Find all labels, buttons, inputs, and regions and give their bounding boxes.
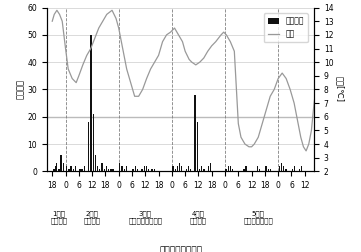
Bar bbox=[245, 166, 247, 171]
Bar bbox=[195, 95, 196, 171]
Bar bbox=[90, 35, 92, 171]
Bar bbox=[148, 169, 149, 171]
Bar bbox=[84, 166, 85, 171]
Bar bbox=[188, 166, 189, 171]
Bar bbox=[279, 166, 280, 171]
Bar bbox=[301, 166, 302, 171]
Bar bbox=[119, 163, 121, 171]
Bar bbox=[201, 166, 203, 171]
Bar bbox=[82, 169, 83, 171]
Bar bbox=[58, 169, 60, 171]
Bar bbox=[113, 169, 114, 171]
Bar bbox=[190, 169, 191, 171]
Bar bbox=[61, 155, 62, 171]
Bar bbox=[53, 169, 54, 171]
Bar bbox=[123, 169, 125, 171]
Bar bbox=[177, 166, 178, 171]
Text: 4日目
（快晴）: 4日目 （快晴） bbox=[190, 210, 207, 225]
Bar bbox=[135, 166, 136, 171]
Text: 2日目
（快晴）: 2日目 （快晴） bbox=[84, 210, 101, 225]
Bar bbox=[283, 166, 284, 171]
Bar bbox=[101, 163, 103, 171]
Bar bbox=[126, 166, 127, 171]
Bar bbox=[299, 169, 300, 171]
Bar bbox=[62, 163, 64, 171]
Bar bbox=[79, 169, 81, 171]
Bar bbox=[106, 166, 107, 171]
Bar bbox=[292, 169, 293, 171]
Bar bbox=[141, 169, 143, 171]
Bar bbox=[95, 155, 96, 171]
Bar bbox=[137, 169, 138, 171]
Bar bbox=[174, 169, 176, 171]
Bar bbox=[68, 169, 70, 171]
Text: 1日目
（快晴）: 1日目 （快晴） bbox=[51, 210, 68, 225]
Bar bbox=[285, 169, 287, 171]
Bar bbox=[75, 166, 76, 171]
Bar bbox=[144, 166, 145, 171]
Y-axis label: 気温[℃]: 気温[℃] bbox=[335, 76, 344, 103]
Text: 5日目
（晴れ後曇り）: 5日目 （晴れ後曇り） bbox=[243, 210, 273, 225]
Bar bbox=[104, 169, 105, 171]
Bar bbox=[208, 166, 209, 171]
Bar bbox=[179, 163, 180, 171]
Bar bbox=[88, 122, 90, 171]
Bar bbox=[199, 169, 200, 171]
Bar bbox=[99, 169, 100, 171]
Bar bbox=[270, 169, 271, 171]
Bar bbox=[186, 169, 187, 171]
Bar bbox=[228, 166, 229, 171]
Bar bbox=[70, 166, 72, 171]
Bar bbox=[230, 166, 231, 171]
Bar bbox=[132, 169, 134, 171]
Text: 日付・時刻・天候: 日付・時刻・天候 bbox=[159, 246, 202, 252]
Bar bbox=[73, 169, 74, 171]
Bar bbox=[210, 163, 211, 171]
Bar bbox=[97, 166, 98, 171]
Bar bbox=[153, 169, 155, 171]
Legend: 発生回数, 気温: 発生回数, 気温 bbox=[264, 13, 308, 43]
Bar bbox=[92, 114, 94, 171]
Bar bbox=[110, 169, 112, 171]
Bar bbox=[54, 169, 55, 171]
Bar bbox=[258, 169, 260, 171]
Bar bbox=[281, 163, 282, 171]
Bar bbox=[56, 163, 57, 171]
Bar bbox=[55, 166, 56, 171]
Bar bbox=[203, 169, 205, 171]
Bar bbox=[232, 169, 234, 171]
Bar bbox=[151, 169, 153, 171]
Bar bbox=[265, 166, 267, 171]
Bar bbox=[257, 166, 258, 171]
Bar bbox=[108, 169, 109, 171]
Bar bbox=[294, 166, 295, 171]
Bar bbox=[181, 166, 183, 171]
Bar bbox=[146, 166, 147, 171]
Bar bbox=[121, 166, 123, 171]
Bar bbox=[197, 122, 198, 171]
Y-axis label: 発生回数: 発生回数 bbox=[16, 79, 25, 100]
Bar bbox=[268, 169, 269, 171]
Bar bbox=[172, 166, 174, 171]
Bar bbox=[225, 169, 227, 171]
Text: 3日目
（曇り時々小雨）: 3日目 （曇り時々小雨） bbox=[128, 210, 162, 225]
Bar bbox=[66, 166, 67, 171]
Bar bbox=[243, 169, 244, 171]
